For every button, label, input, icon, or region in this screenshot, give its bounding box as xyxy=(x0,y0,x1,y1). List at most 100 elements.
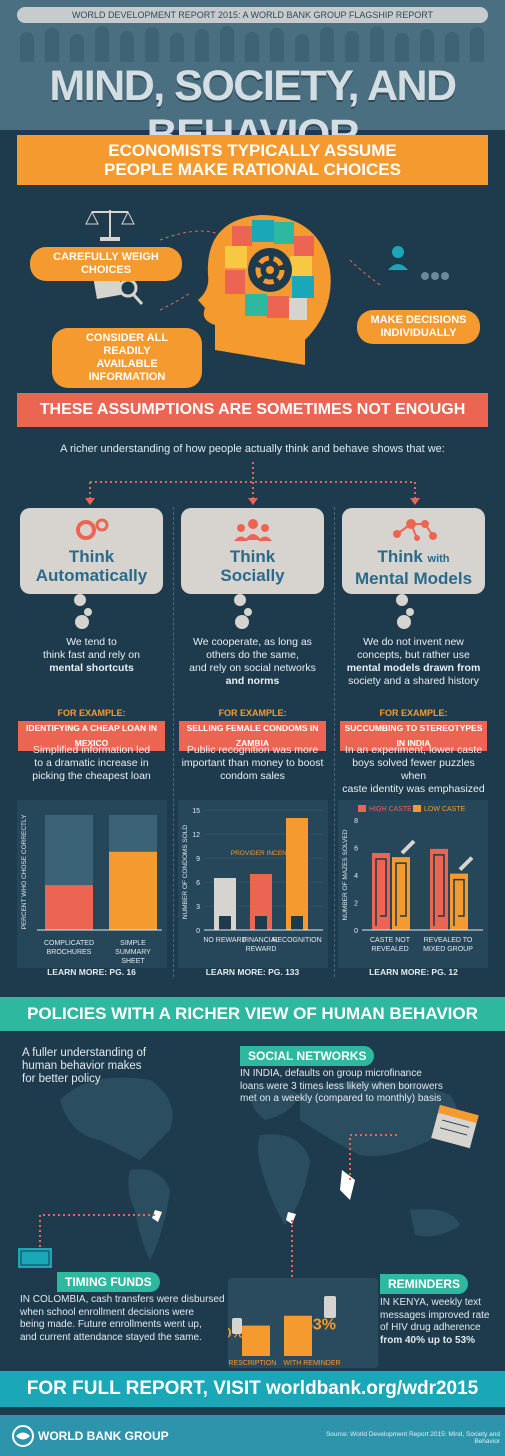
head-mosaic xyxy=(225,220,314,320)
branch-connector xyxy=(85,462,420,505)
kenya-highlight xyxy=(286,1212,296,1224)
timing-funds-label: TIMING FUNDS xyxy=(57,1272,160,1292)
learn-more-2[interactable]: LEARN MORE: PG. 133 xyxy=(205,967,300,977)
desc-1-line3: mental shortcuts xyxy=(49,662,134,674)
example-1: IDENTIFYING A CHEAP LOAN IN MEXICO xyxy=(18,721,165,751)
for-example-2: FOR EXAMPLE: xyxy=(218,708,287,718)
bar xyxy=(430,848,448,930)
social-line1: IN INDIA, defaults on group microfinance xyxy=(240,1068,422,1079)
for-example-1: FOR EXAMPLE: xyxy=(57,708,126,718)
category-label-line: NO REWARD xyxy=(203,937,246,944)
desc-automatic: We tend to think fast and rely on mental… xyxy=(20,636,163,675)
y-tick-label: 2 xyxy=(354,901,358,908)
desc-2-line4: and norms xyxy=(225,675,280,687)
y-tick-label: 6 xyxy=(196,880,200,887)
assume-title-line1: ECONOMISTS TYPICALLY ASSUME xyxy=(108,141,397,160)
assume-banner: ECONOMISTS TYPICALLY ASSUME PEOPLE MAKE … xyxy=(17,135,488,185)
desc-3-line3: mental models drawn from xyxy=(346,662,481,674)
category-label-line: CASTE NOT xyxy=(370,937,411,944)
category-label-line: BROCHURES xyxy=(47,949,92,956)
timing-line4: and current attendance stayed the same. xyxy=(20,1331,202,1343)
category-label-line: REVEALED xyxy=(371,946,408,953)
for-example-3: FOR EXAMPLE: xyxy=(379,708,448,718)
y-tick-label: 4 xyxy=(354,873,358,880)
chart3-ylabel: NUMBER OF MAZES SOLVED xyxy=(342,829,349,920)
hand-icon xyxy=(255,916,267,930)
legend-label: HIGH CASTE xyxy=(369,806,412,813)
bar xyxy=(109,851,157,930)
desc-3-line2: concepts, but rather use xyxy=(357,649,470,661)
timing-text: IN COLOMBIA, cash transfers were disburs… xyxy=(20,1294,240,1344)
people-icon xyxy=(388,246,449,280)
bar xyxy=(286,818,308,930)
card-title-3a: Think with xyxy=(342,547,485,569)
not-enough-banner: THESE ASSUMPTIONS ARE SOMETIMES NOT ENOU… xyxy=(17,393,488,427)
y-tick-label: 9 xyxy=(196,856,200,863)
bar xyxy=(450,873,468,930)
bar xyxy=(392,857,410,930)
category-label: RECOGNITION xyxy=(272,937,321,944)
social-line2: loans were 3 times less likely when borr… xyxy=(240,1080,443,1092)
divider-2 xyxy=(334,507,335,977)
footer: WORLD BANK GROUP Source: World Developme… xyxy=(0,1415,505,1456)
head-illustration xyxy=(85,210,449,365)
y-tick-label: 8 xyxy=(354,818,358,825)
bar xyxy=(45,885,93,930)
detail-3: In an experiment, lower caste boys solve… xyxy=(342,744,485,796)
hand-icon xyxy=(291,916,303,930)
card-title-2b: Socially xyxy=(220,566,285,585)
visit-banner[interactable]: FOR FULL REPORT, VISIT worldbank.org/wdr… xyxy=(0,1371,505,1407)
learn-more-1[interactable]: LEARN MORE: PG. 16 xyxy=(47,967,136,977)
desc-1-line1: We tend to xyxy=(66,636,117,648)
maze-pattern xyxy=(453,878,465,926)
timing-line3: being made. Future enrollments went up, xyxy=(20,1319,202,1330)
timing-line2: when school enrollment decisions were xyxy=(20,1306,194,1318)
consider-info-label: CONSIDER ALL READILY AVAILABLE INFORMATI… xyxy=(52,328,202,388)
calendar-icon xyxy=(431,1105,479,1149)
detail-3-line2: boys solved fewer puzzles when xyxy=(352,757,475,782)
desc-mental: We do not invent new concepts, but rathe… xyxy=(342,636,485,688)
card-title-3a-with: with xyxy=(427,553,450,565)
legend-swatch xyxy=(413,805,421,812)
reminders-text: IN KENYA, weekly text messages improved … xyxy=(380,1297,500,1347)
category-label: FINANCIAL REWARD xyxy=(243,937,280,953)
policies-banner: POLICIES WITH A RICHER VIEW OF HUMAN BEH… xyxy=(0,997,505,1031)
category-label-line: REVEALED TO xyxy=(424,937,473,944)
desc-3-line4: society and a shared history xyxy=(348,675,479,687)
decide-line2: INDIVIDUALLY xyxy=(380,327,457,339)
bar-value-label: 39% xyxy=(52,890,86,909)
world-map xyxy=(18,1077,479,1290)
category-label-line: COMPLICATED xyxy=(44,940,94,947)
world-bank-logo-icon xyxy=(12,1425,34,1447)
rem-line2: messages improved rate xyxy=(380,1309,490,1321)
card-title-1a: Think xyxy=(68,547,115,566)
detail-2-line1: Public recognition was more xyxy=(186,744,319,756)
chart-loan: PERCENT WHO CHOSE CORRECTLY 39% COMPLICATE… xyxy=(17,800,167,968)
report-strip: WORLD DEVELOPMENT REPORT 2015: A WORLD B… xyxy=(17,7,488,23)
legend-label: LOW CASTE xyxy=(424,806,466,813)
network-icon xyxy=(392,519,437,541)
example-3: SUCCUMBING TO STEREOTYPES IN INDIA xyxy=(340,721,487,751)
chart2-annotation: PROVIDER INCENTIVE xyxy=(231,850,302,857)
y-tick-label: 12 xyxy=(192,832,200,839)
category-label: SIMPLE SUMMARY SHEET xyxy=(115,940,151,965)
y-tick-label: 0 xyxy=(354,928,358,935)
detail-2-line3: condom sales xyxy=(220,770,285,782)
chart2-ylabel: NUMBER OF CONDOMS SOLD xyxy=(182,825,189,920)
bar-value-label: 68% xyxy=(116,857,150,876)
learn-more-3[interactable]: LEARN MORE: PG. 12 xyxy=(369,967,458,977)
category-label: CASTE NOT REVEALED xyxy=(370,937,411,953)
assume-title-line2: PEOPLE MAKE RATIONAL CHOICES xyxy=(104,160,401,179)
category-label: NO REWARD xyxy=(203,937,246,944)
category-label-line: FINANCIAL xyxy=(243,937,280,944)
timing-line1: IN COLOMBIA, cash transfers were disburs… xyxy=(20,1294,225,1305)
maze-pattern xyxy=(375,858,387,926)
category-label-line: SUMMARY xyxy=(115,949,151,956)
detail-1-line1: Simplified information led xyxy=(32,744,151,756)
india-highlight xyxy=(340,1170,355,1200)
y-tick-label: 0 xyxy=(196,928,200,935)
reminders-label: REMINDERS xyxy=(380,1274,469,1294)
detail-1: Simplified information led to a dramatic… xyxy=(20,744,163,783)
decide-line1: MAKE DECISIONS xyxy=(370,314,467,326)
money-bundle-icon xyxy=(18,1248,52,1268)
